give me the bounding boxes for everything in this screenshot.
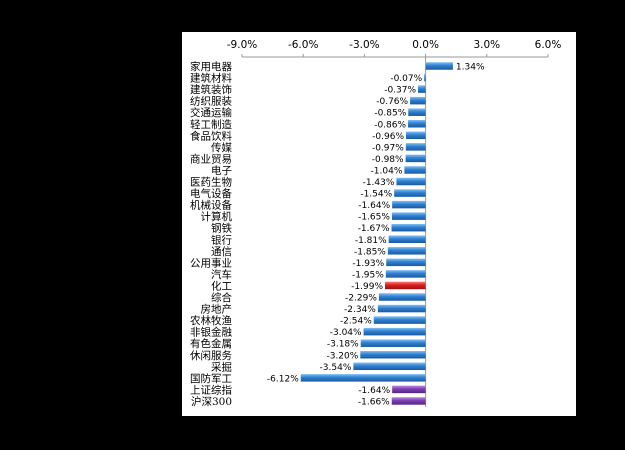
bar (391, 223, 426, 232)
data-label: -0.86% (374, 120, 406, 130)
data-label: -1.54% (360, 190, 392, 200)
bar (386, 258, 426, 267)
x-tick-label: 3.0% (473, 39, 500, 51)
data-label: -0.85% (374, 109, 406, 119)
data-label: -1.43% (363, 178, 395, 188)
bar (394, 189, 426, 197)
category-label: 电子 (211, 164, 232, 177)
bar (405, 143, 426, 151)
category-label: 医药生物 (190, 176, 232, 189)
data-label: -1.64% (358, 201, 390, 211)
category-label: 房地产 (201, 303, 233, 316)
category-label: 计算机 (201, 210, 233, 223)
data-label: -1.99% (351, 282, 383, 292)
bar (408, 120, 426, 128)
bar (363, 327, 426, 336)
data-label: -0.07% (390, 74, 422, 84)
data-label: -0.96% (372, 132, 404, 142)
bar (392, 200, 426, 209)
bar (425, 62, 453, 70)
category-label: 电气设备 (190, 187, 232, 200)
category-label: 建筑材料 (190, 72, 232, 85)
data-label: -0.98% (372, 155, 404, 165)
category-label: 沪深300 (191, 395, 232, 408)
x-tick-label: -3.0% (349, 39, 379, 51)
data-label: -1.81% (355, 236, 387, 246)
data-label: -0.37% (384, 86, 416, 96)
category-label: 纺织服装 (190, 95, 232, 108)
data-label: -0.97% (372, 143, 404, 153)
category-label: 食品饮料 (190, 129, 232, 142)
data-label: -1.04% (371, 166, 403, 176)
data-label: -2.29% (345, 294, 377, 304)
bar (405, 154, 426, 163)
data-label: -1.95% (352, 270, 384, 280)
bar (387, 247, 426, 255)
bar (388, 235, 426, 243)
category-label: 采掘 (211, 360, 232, 373)
bar (391, 212, 426, 220)
category-label: 非银金融 (190, 326, 232, 339)
data-label: -3.18% (327, 340, 359, 350)
category-label: 上证综指 (190, 383, 232, 396)
bar (353, 362, 426, 371)
data-label: -0.76% (376, 97, 408, 107)
category-label: 机械设备 (190, 199, 232, 212)
data-label: -6.12% (267, 374, 299, 384)
category-label: 家用电器 (190, 60, 232, 73)
bar (410, 96, 426, 105)
bar (391, 397, 426, 405)
category-label: 休闲服务 (190, 349, 232, 362)
bar (378, 293, 426, 301)
bar (392, 385, 426, 394)
bar (404, 166, 426, 174)
bar (396, 177, 426, 186)
data-label: -1.64% (358, 386, 390, 396)
data-label: -3.54% (320, 363, 352, 373)
bar (360, 351, 426, 359)
category-label: 综合 (211, 291, 232, 304)
bar (377, 304, 426, 313)
bar (373, 316, 426, 324)
category-label: 建筑装饰 (190, 83, 232, 96)
data-label: 1.34% (456, 63, 485, 73)
data-label: -2.54% (340, 317, 372, 327)
bar (418, 85, 426, 93)
category-label: 交通运输 (190, 106, 232, 119)
category-label: 有色金属 (190, 337, 232, 350)
data-label: -3.20% (326, 351, 358, 361)
category-label: 汽车 (211, 268, 232, 281)
bar (424, 73, 426, 82)
category-label: 通信 (211, 246, 232, 258)
bar (385, 270, 426, 278)
data-label: -1.93% (352, 259, 384, 269)
category-label: 国防军工 (190, 372, 232, 385)
category-label: 商业贸易 (190, 152, 232, 165)
bar (406, 131, 426, 140)
x-tick-label: 6.0% (535, 39, 562, 51)
data-label: -1.85% (354, 247, 386, 257)
category-label: 传媒 (211, 141, 232, 154)
x-tick-label: -6.0% (288, 39, 318, 51)
category-label: 银行 (211, 233, 232, 246)
category-label: 轻工制造 (190, 118, 232, 131)
x-tick-label: -9.0% (227, 39, 257, 51)
data-label: -1.65% (358, 213, 390, 223)
data-label: -2.34% (344, 305, 376, 315)
category-label: 公用事业 (190, 256, 232, 269)
data-label: -1.66% (358, 397, 390, 407)
category-label: 化工 (211, 279, 232, 292)
x-tick-label: 0.0% (412, 39, 439, 51)
category-label: 钢铁 (211, 222, 232, 235)
bar (408, 108, 426, 116)
bar (300, 374, 426, 382)
bar (385, 281, 426, 290)
category-label: 农林牧渔 (190, 314, 232, 327)
data-label: -1.67% (358, 224, 390, 234)
bar (360, 339, 426, 347)
data-label: -3.04% (330, 328, 362, 338)
